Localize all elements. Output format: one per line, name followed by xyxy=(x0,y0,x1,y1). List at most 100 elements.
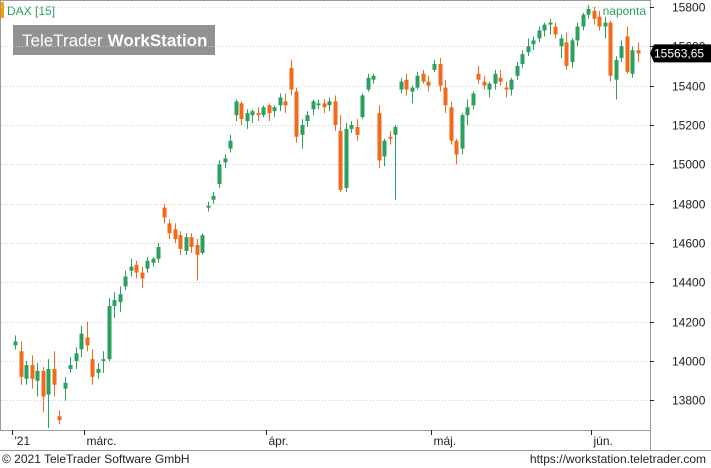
candle xyxy=(333,95,338,131)
candle-body xyxy=(559,38,564,47)
candle-body xyxy=(178,235,183,249)
candle xyxy=(107,298,112,362)
footer-url[interactable]: https://workstation.teletrader.com xyxy=(530,452,706,466)
candle xyxy=(217,160,222,188)
candle-body xyxy=(410,87,415,92)
candle xyxy=(294,87,299,143)
candle-body xyxy=(515,65,520,76)
candle xyxy=(493,69,498,90)
y-tick-label: 15400 xyxy=(672,80,706,94)
candle xyxy=(316,99,321,110)
candle-body xyxy=(597,16,602,27)
candle-body xyxy=(96,368,101,373)
symbol-label[interactable]: DAX [15] xyxy=(7,4,55,18)
candle xyxy=(592,6,597,25)
candle-body xyxy=(520,54,525,64)
candle xyxy=(173,223,178,244)
candle xyxy=(404,73,409,96)
candle xyxy=(526,38,531,57)
candle-body xyxy=(85,337,90,346)
candle xyxy=(630,46,635,78)
y-tick-label: 14800 xyxy=(672,198,706,212)
candle-body xyxy=(531,40,536,45)
candle-body xyxy=(404,79,409,90)
candle-body xyxy=(498,77,503,82)
candle xyxy=(482,75,487,90)
candle-body xyxy=(471,93,476,106)
candle-body xyxy=(476,73,481,80)
candle-body xyxy=(482,81,487,86)
candle xyxy=(586,4,591,19)
watermark-brand: TeleTrader xyxy=(22,31,103,50)
candle xyxy=(542,22,547,37)
candle-body xyxy=(388,136,393,139)
candle-body xyxy=(217,164,222,185)
candle xyxy=(471,91,476,110)
y-tick-label: 14000 xyxy=(672,355,706,369)
candle-body xyxy=(156,246,161,259)
candle xyxy=(206,201,211,212)
candle-body xyxy=(134,264,139,273)
candle xyxy=(228,134,233,153)
candle xyxy=(96,363,101,379)
y-tick-label: 14200 xyxy=(672,316,706,330)
candle-body xyxy=(294,91,299,137)
candle xyxy=(156,243,161,263)
candle xyxy=(85,321,90,352)
candle-body xyxy=(256,113,261,116)
candle-body xyxy=(101,359,106,362)
candle-body xyxy=(223,158,228,163)
candle xyxy=(300,119,305,149)
candle xyxy=(311,99,316,116)
candle-body xyxy=(399,81,404,90)
candle xyxy=(614,56,619,100)
candle xyxy=(371,73,376,84)
candle-body xyxy=(603,22,608,27)
candle-body xyxy=(333,101,338,125)
candle-body xyxy=(504,87,509,90)
candle xyxy=(134,260,139,279)
y-tick-label: 15000 xyxy=(672,158,706,172)
candle xyxy=(195,239,200,281)
candle-body xyxy=(443,87,448,106)
candle xyxy=(608,20,613,82)
candle xyxy=(272,105,277,118)
x-tick-label: ápr. xyxy=(269,434,289,448)
candle-body xyxy=(625,36,630,72)
copyright-text: © 2021 TeleTrader Software GmbH xyxy=(2,452,190,466)
candle xyxy=(531,36,536,51)
candle-body xyxy=(570,40,575,63)
candle xyxy=(261,105,266,118)
candle-body xyxy=(35,370,40,381)
candle xyxy=(267,103,272,122)
candle-body xyxy=(300,124,305,135)
candle-body xyxy=(355,126,360,135)
candle-body xyxy=(239,103,244,120)
candle-body xyxy=(608,22,613,76)
candle xyxy=(145,256,150,273)
candle xyxy=(465,99,470,125)
period-label[interactable]: naponta xyxy=(603,4,647,18)
candle xyxy=(393,124,398,200)
candle xyxy=(449,101,454,145)
candle-body xyxy=(493,73,498,84)
candle xyxy=(597,10,602,31)
candle-body xyxy=(52,368,57,385)
last-price-tag-shape xyxy=(650,44,711,63)
candle-body xyxy=(366,77,371,90)
candle-body xyxy=(74,353,79,362)
candle xyxy=(509,77,514,96)
candle xyxy=(399,77,404,94)
candle-body xyxy=(46,368,51,395)
candle xyxy=(432,60,437,72)
candle xyxy=(245,109,250,129)
candle-body xyxy=(206,205,211,208)
candle xyxy=(167,219,172,240)
candle-body xyxy=(371,75,376,80)
candle-body xyxy=(509,79,514,90)
candle xyxy=(278,93,283,112)
y-axis: 1580015600154001520015000148001460014400… xyxy=(650,1,706,408)
candle xyxy=(250,109,255,124)
candle-body xyxy=(426,81,431,86)
candle xyxy=(338,115,343,192)
